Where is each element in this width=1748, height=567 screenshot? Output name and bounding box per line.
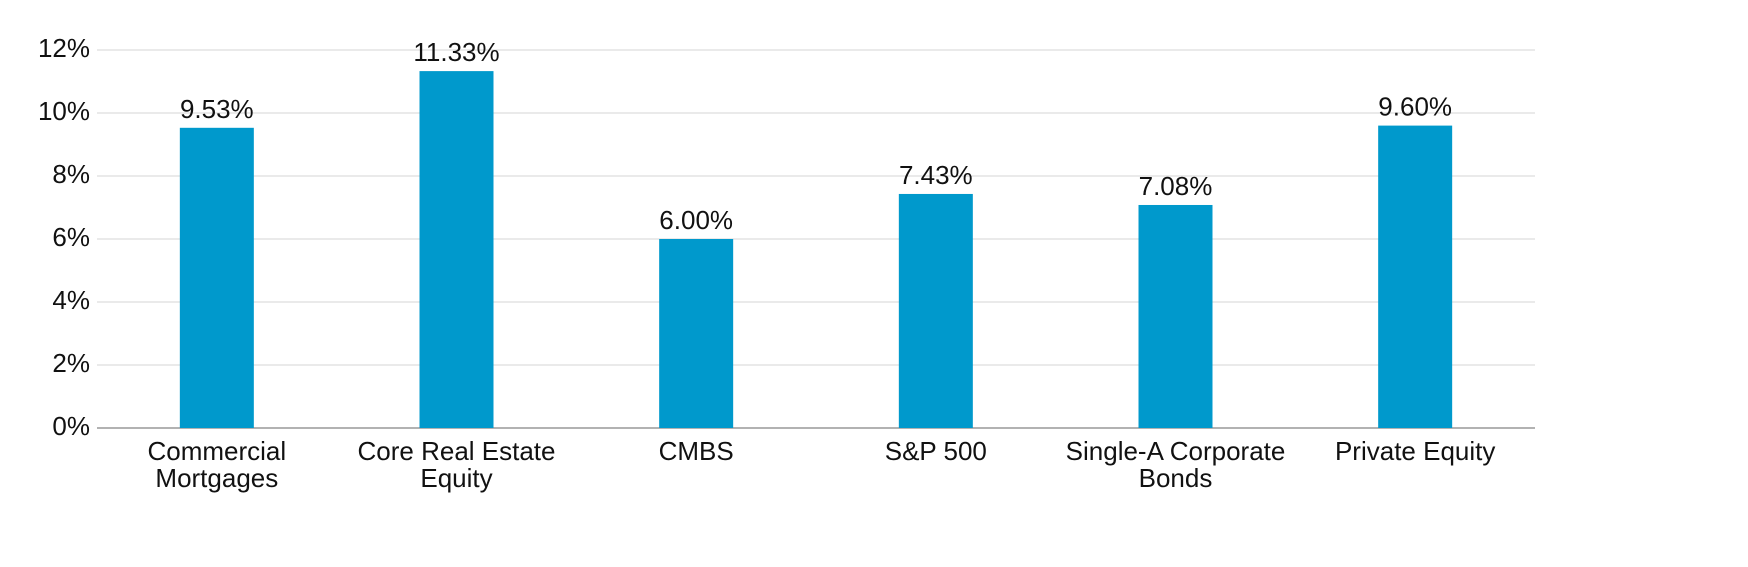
x-tick-label-line: Mortgages (155, 463, 278, 493)
x-tick-label-line: Equity (420, 463, 492, 493)
bar (1138, 204, 1213, 428)
bar (898, 193, 973, 428)
bar (1378, 125, 1453, 428)
x-tick-label-line: CMBS (659, 436, 734, 466)
y-tick-label: 0% (52, 411, 90, 441)
value-label: 9.53% (180, 94, 254, 124)
bar (179, 127, 254, 429)
x-tick-label: CMBS (659, 436, 734, 466)
value-label: 6.00% (659, 205, 733, 235)
x-tick-label: S&P 500 (885, 436, 987, 466)
x-tick-label-line: Bonds (1139, 463, 1213, 493)
x-tick-label: Commercial Mortgages (147, 436, 286, 493)
value-label: 7.08% (1139, 171, 1213, 201)
y-tick-label: 12% (38, 33, 90, 63)
value-label: 7.43% (899, 160, 973, 190)
y-tick-label: 10% (38, 96, 90, 126)
y-tick-label: 6% (52, 222, 90, 252)
x-tick-label-line: Core Real Estate (358, 436, 556, 466)
bar (659, 239, 734, 428)
x-tick-label-line: Private Equity (1335, 436, 1495, 466)
y-tick-label: 2% (52, 348, 90, 378)
x-tick-label: Core Real Estate Equity (358, 436, 556, 493)
y-tick-label: 4% (52, 285, 90, 315)
value-label: 9.60% (1378, 92, 1452, 122)
x-tick-label: Single-A Corporate Bonds (1066, 436, 1286, 493)
x-tick-label-line: S&P 500 (885, 436, 987, 466)
value-label: 11.33% (413, 37, 499, 67)
bar (419, 71, 494, 428)
x-tick-label-line: Single-A Corporate (1066, 436, 1286, 466)
x-tick-label-line: Commercial (147, 436, 286, 466)
x-tick-label: Private Equity (1335, 436, 1495, 466)
y-tick-label: 8% (52, 159, 90, 189)
